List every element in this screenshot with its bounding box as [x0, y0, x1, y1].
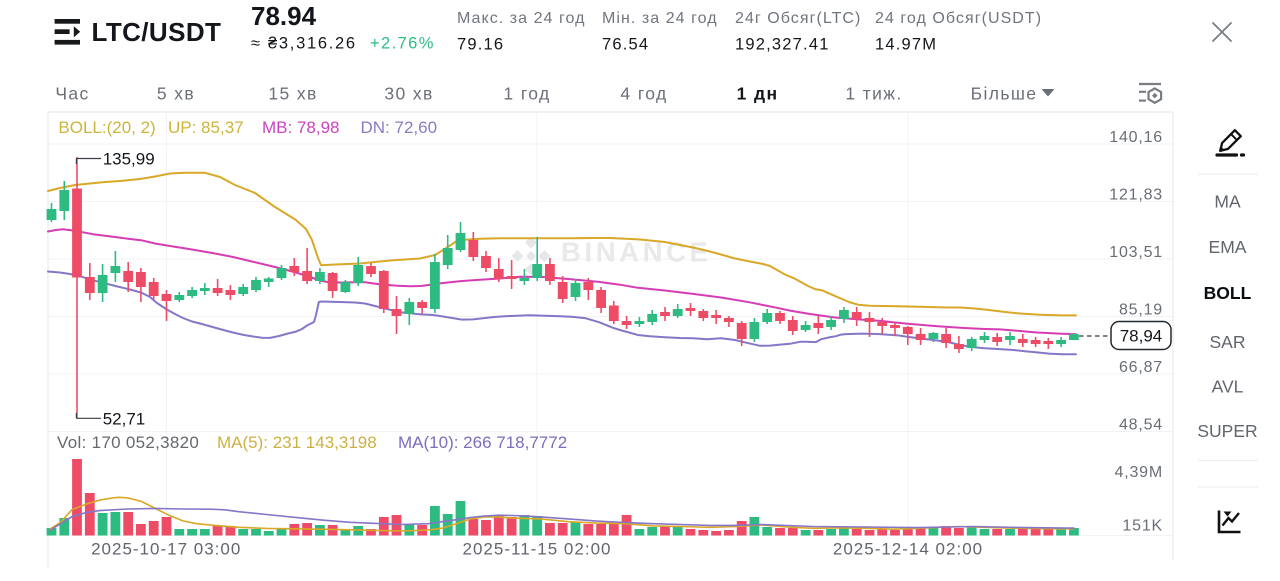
svg-text:14.97M: 14.97M: [875, 36, 937, 54]
svg-text:2025-12-14 02:00: 2025-12-14 02:00: [833, 540, 983, 559]
svg-text:DN: 72,60: DN: 72,60: [361, 118, 438, 137]
svg-text:SUPER: SUPER: [1197, 421, 1257, 441]
svg-text:BINANCE: BINANCE: [561, 237, 711, 268]
svg-text:Vol: 170 052,3820: Vol: 170 052,3820: [57, 433, 199, 452]
svg-text:Макс. за 24 год: Макс. за 24 год: [457, 10, 586, 27]
svg-text:+2.76%: +2.76%: [370, 35, 435, 53]
svg-text:121,83: 121,83: [1109, 187, 1163, 204]
svg-text:MA(5): 231 143,3198: MA(5): 231 143,3198: [217, 433, 377, 452]
svg-text:2025-11-15 02:00: 2025-11-15 02:00: [463, 540, 612, 559]
svg-text:76.54: 76.54: [602, 36, 649, 54]
svg-text:1 тиж.: 1 тиж.: [845, 84, 902, 104]
svg-text:2025-10-17 03:00: 2025-10-17 03:00: [91, 540, 241, 559]
svg-text:78,94: 78,94: [1120, 327, 1163, 346]
svg-text:BOLL: BOLL: [1204, 283, 1252, 303]
svg-text:EMA: EMA: [1209, 237, 1247, 257]
svg-text:48,54: 48,54: [1119, 417, 1163, 434]
svg-text:66,87: 66,87: [1119, 359, 1163, 376]
svg-text:BOLL:(20, 2): BOLL:(20, 2): [58, 118, 155, 137]
svg-text:1 дн: 1 дн: [737, 84, 779, 104]
svg-text:UP: 85,37: UP: 85,37: [168, 118, 244, 137]
svg-text:24 год Обсяг(USDT): 24 год Обсяг(USDT): [875, 10, 1042, 27]
svg-text:78.94: 78.94: [251, 1, 317, 31]
svg-text:≈ ₴3,316.26: ≈ ₴3,316.26: [251, 35, 357, 53]
svg-text:MA: MA: [1214, 192, 1241, 212]
svg-text:52,71: 52,71: [103, 410, 146, 429]
svg-text:85,19: 85,19: [1119, 302, 1163, 319]
svg-text:192,327.41: 192,327.41: [735, 36, 830, 54]
svg-text:151K: 151K: [1122, 518, 1163, 535]
svg-text:Мін. за 24 год: Мін. за 24 год: [602, 10, 718, 27]
svg-text:Час: Час: [55, 84, 89, 104]
svg-text:135,99: 135,99: [103, 150, 155, 169]
svg-text:103,51: 103,51: [1109, 244, 1163, 261]
svg-text:24г Обсяг(LTC): 24г Обсяг(LTC): [735, 10, 861, 27]
svg-text:4,39M: 4,39M: [1115, 464, 1163, 481]
svg-text:MA(10): 266 718,7772: MA(10): 266 718,7772: [398, 433, 567, 452]
svg-text:MB: 78,98: MB: 78,98: [262, 118, 340, 137]
svg-text:5 хв: 5 хв: [157, 84, 195, 104]
svg-text:30 хв: 30 хв: [384, 84, 433, 104]
svg-text:LTC/USDT: LTC/USDT: [92, 17, 222, 47]
svg-text:Більше: Більше: [971, 84, 1038, 104]
svg-text:15 хв: 15 хв: [268, 84, 317, 104]
svg-text:140,16: 140,16: [1109, 129, 1163, 146]
svg-text:AVL: AVL: [1212, 377, 1244, 397]
svg-text:4 год: 4 год: [620, 84, 667, 104]
svg-text:79.16: 79.16: [457, 36, 504, 54]
svg-text:1 год: 1 год: [503, 84, 550, 104]
svg-text:SAR: SAR: [1210, 332, 1246, 352]
